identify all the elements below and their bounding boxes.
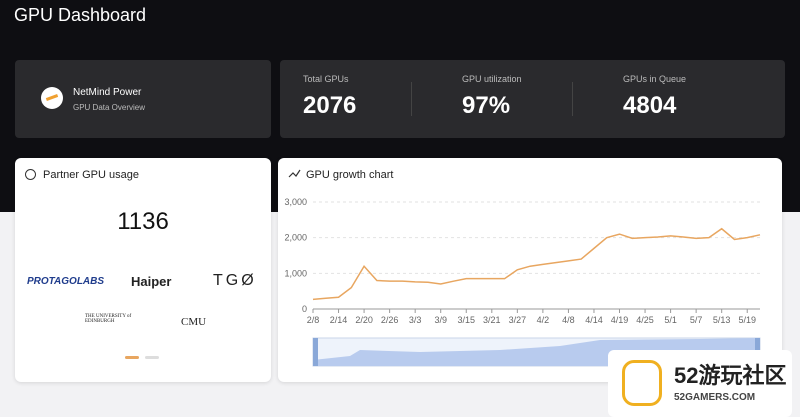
stat: Total GPUs 2076 [303, 74, 356, 120]
pager-dot[interactable] [125, 356, 139, 359]
brand-subtitle: GPU Data Overview [73, 103, 146, 112]
line-series [312, 227, 761, 301]
pager-dot[interactable] [145, 356, 159, 359]
chart-icon [288, 169, 301, 178]
watermark-logo [622, 360, 662, 406]
partner-card: Partner GPU usage 1136 PROTAGOLABS Haipe… [15, 158, 271, 382]
x-tick-label: 5/13 [713, 315, 731, 325]
x-tick-label: 5/19 [738, 315, 756, 325]
x-tick-label: 2/26 [381, 315, 399, 325]
x-tick-label: 3/27 [509, 315, 527, 325]
x-tick-label: 3/15 [457, 315, 475, 325]
stat: GPUs in Queue 4804 [623, 74, 686, 120]
y-tick-label: 3,000 [284, 197, 307, 207]
partner-logo: THE UNIVERSITY of EDINBURGH [85, 314, 132, 324]
stat: GPU utilization 97% [462, 74, 522, 120]
y-tick-label: 1,000 [284, 268, 307, 278]
x-tick-label: 4/19 [611, 315, 629, 325]
x-tick-label: 4/8 [562, 315, 575, 325]
partner-logo: Haiper [131, 274, 172, 289]
watermark-badge: 52游玩社区 52GAMERS.COM [608, 350, 792, 417]
x-tick-label: 2/8 [307, 315, 320, 325]
x-tick-label: 3/3 [409, 315, 422, 325]
y-tick-label: 2,000 [284, 233, 307, 243]
x-tick-label: 3/21 [483, 315, 501, 325]
stat-value: 97% [462, 92, 511, 119]
partner-total: 1136 [117, 208, 169, 235]
partner-logo: TGØ [213, 272, 257, 289]
pie-icon [25, 169, 36, 180]
watermark-site: 52GAMERS.COM [674, 392, 756, 403]
partner-logo: CMU [181, 316, 207, 328]
separator [572, 82, 573, 116]
stat-value: 2076 [303, 92, 357, 119]
stat-value: 4804 [623, 92, 677, 119]
brand-card: NetMind Power GPU Data Overview [15, 60, 271, 138]
partner-logo: PROTAGOLABS [27, 276, 105, 287]
stat-label: Total GPUs [303, 74, 349, 84]
watermark-brand: 52游玩社区 [674, 363, 787, 388]
x-tick-label: 5/7 [690, 315, 703, 325]
stat-label: GPUs in Queue [623, 74, 687, 84]
x-tick-label: 2/20 [355, 315, 373, 325]
x-tick-label: 4/25 [636, 315, 654, 325]
x-tick-label: 4/2 [537, 315, 550, 325]
x-tick-label: 2/14 [330, 315, 348, 325]
zoom-handle[interactable] [313, 338, 318, 366]
card-title: Partner GPU usage [43, 169, 139, 181]
card-title: GPU growth chart [306, 169, 394, 181]
x-tick-label: 3/9 [434, 315, 447, 325]
page-title: GPU Dashboard [14, 5, 147, 25]
separator [411, 82, 412, 116]
brand-logo [41, 87, 63, 109]
x-tick-label: 5/1 [664, 315, 677, 325]
y-tick-label: 0 [302, 304, 307, 314]
brand-name: NetMind Power [73, 87, 142, 98]
stat-label: GPU utilization [462, 74, 522, 84]
x-tick-label: 4/14 [585, 315, 603, 325]
stats-card: Total GPUs 2076 GPU utilization 97% GPUs i… [280, 60, 785, 138]
